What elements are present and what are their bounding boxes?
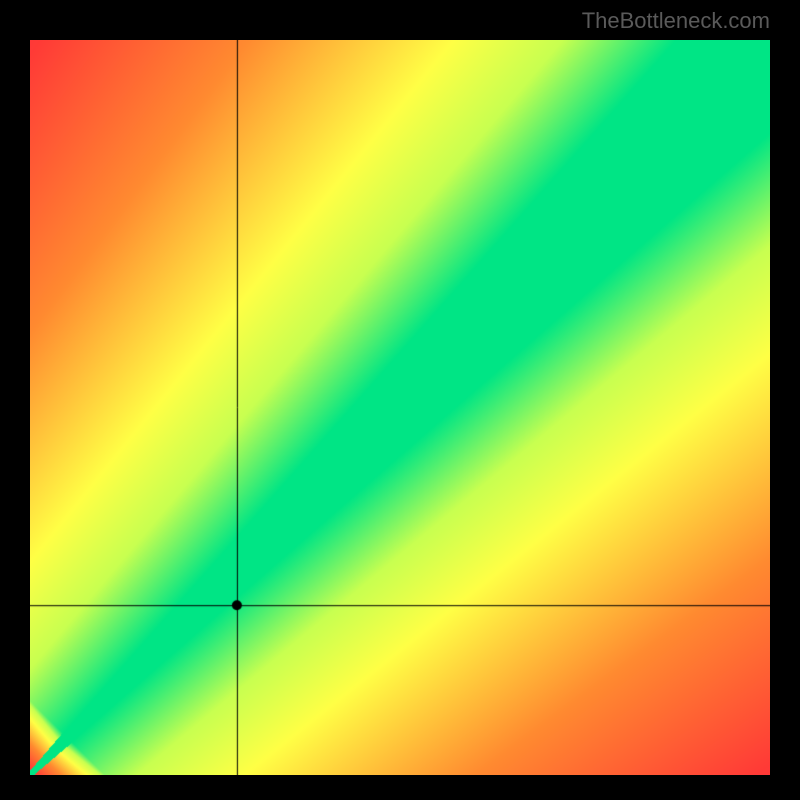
chart-container: TheBottleneck.com — [0, 0, 800, 800]
heatmap-canvas — [30, 40, 770, 775]
heatmap-plot — [30, 40, 770, 775]
watermark-text: TheBottleneck.com — [582, 8, 770, 34]
